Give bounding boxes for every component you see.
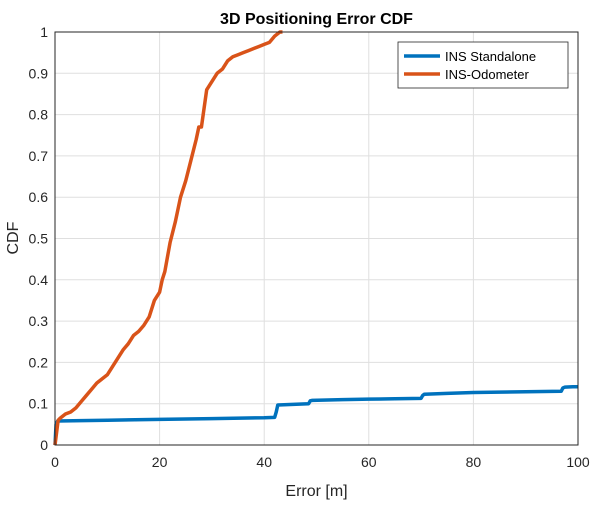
y-tick-label: 0.6 <box>29 189 49 205</box>
x-tick-label: 80 <box>466 454 482 470</box>
x-tick-labels: 0 20 40 60 80 100 <box>51 454 590 470</box>
y-tick-label: 0.3 <box>29 313 49 329</box>
legend-box <box>397 41 569 89</box>
y-tick-label: 0 <box>40 437 48 453</box>
y-axis-label: CDF <box>5 221 22 254</box>
legend-label-ins-standalone: INS Standalone <box>445 49 536 64</box>
legend-label-ins-odometer: INS-Odometer <box>445 67 529 82</box>
chart-title: 3D Positioning Error CDF <box>220 11 413 28</box>
grid <box>54 31 579 446</box>
series-layer <box>53 30 578 446</box>
plot-border <box>54 31 579 446</box>
x-axis-label: Error [m] <box>285 483 347 500</box>
y-tick-label: 0.9 <box>29 65 49 81</box>
x-tick-label: 0 <box>51 454 59 470</box>
series-line-ins-odometer <box>53 30 283 446</box>
x-tick-label: 60 <box>361 454 377 470</box>
y-tick-label: 0.8 <box>29 107 49 123</box>
y-tick-label: 0.5 <box>29 231 49 247</box>
y-tick-label: 1 <box>40 24 48 40</box>
y-tick-label: 0.7 <box>29 148 49 164</box>
x-tick-label: 20 <box>152 454 168 470</box>
series-line-ins-standalone <box>53 385 578 446</box>
y-tick-label: 0.2 <box>29 354 49 370</box>
x-tick-label: 100 <box>566 454 590 470</box>
y-tick-label: 0.1 <box>29 396 49 412</box>
legend: INS Standalone INS-Odometer <box>397 41 569 89</box>
x-tick-label: 40 <box>256 454 272 470</box>
y-tick-labels: 0 0.1 0.2 0.3 0.4 0.5 0.6 0.7 0.8 0.9 1 <box>29 24 49 453</box>
y-tick-label: 0.4 <box>29 272 49 288</box>
